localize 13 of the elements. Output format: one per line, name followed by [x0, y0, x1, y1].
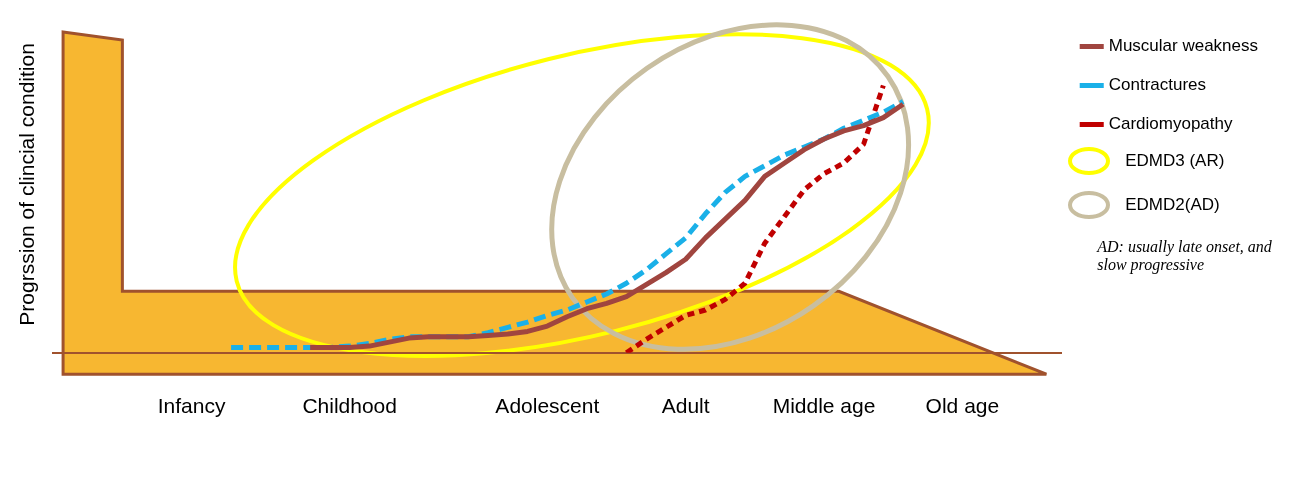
text: AD: usually late onset, and slow progressive	[1097, 238, 1273, 274]
legend-label: Contractures	[1108, 75, 1207, 95]
legend-label: Cardiomyopathy	[1108, 114, 1233, 134]
text: EDMD2(AD)	[1125, 195, 1220, 215]
text: EDMD3 (AR)	[1125, 151, 1225, 171]
x-tick-label: Middle age	[772, 394, 876, 418]
y-axis-title: Progrssion of clincial condition	[15, 43, 39, 326]
x-tick-label: Infancy	[157, 394, 226, 418]
x-tick-label: Adult	[661, 394, 710, 418]
x-tick-label: Adolescent	[495, 394, 600, 418]
x-tick-label: Childhood	[302, 394, 397, 418]
legend-label: Muscular weakness	[1108, 36, 1258, 56]
x-tick-label: Old age	[925, 394, 1000, 418]
